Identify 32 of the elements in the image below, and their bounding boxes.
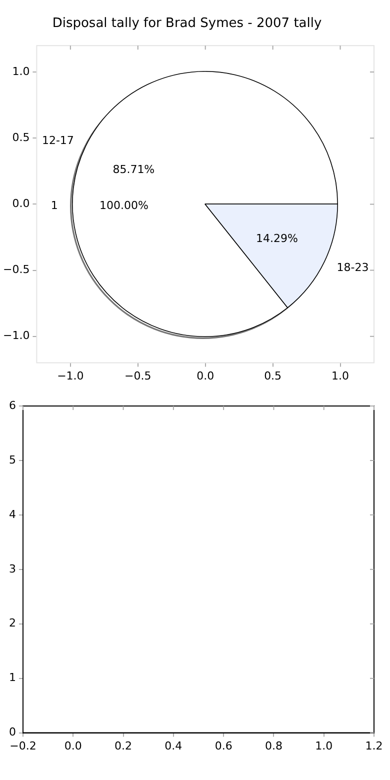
y-tick-label: 4 [9, 508, 16, 521]
y-tick-label: 0.5 [12, 130, 30, 144]
x-tick-label: 0.4 [164, 739, 182, 752]
y-tick-label: 5 [9, 453, 16, 466]
y-tick-label: 1 [9, 671, 16, 684]
y-tick-label: 2 [9, 616, 16, 630]
slice-label: 12-17 [42, 134, 74, 148]
x-tick-label: −0.2 [10, 739, 36, 752]
y-tick-label: 6 [9, 398, 16, 412]
x-tick-label: 1.0 [332, 369, 350, 382]
x-tick-label: 0.0 [64, 739, 82, 752]
x-tick-label: 0.8 [264, 739, 282, 752]
x-tick-label: 0.0 [196, 369, 214, 382]
slice-label: 18-23 [336, 260, 369, 274]
y-tick-label: 0 [9, 726, 16, 739]
slice-label: 1 [50, 199, 58, 214]
x-tick-label: −0.5 [124, 369, 152, 382]
x-tick-label: 0.5 [264, 369, 282, 382]
y-tick-label: 0.0 [12, 197, 30, 210]
data-label: 85.71% [112, 162, 155, 177]
data-label: 100.00% [100, 199, 149, 214]
data-label: 14.29% [256, 232, 298, 246]
x-tick-label: 0.2 [114, 739, 132, 752]
y-tick-label: −1.0 [2, 329, 30, 342]
y-tick-label: 3 [9, 562, 16, 576]
y-tick-label: −0.5 [2, 263, 30, 276]
x-tick-label: 1.0 [315, 739, 333, 752]
y-tick-label: 1.0 [12, 64, 30, 78]
chart-title: Disposal tally for Brad Symes - 2007 tally [52, 16, 322, 32]
x-tick-label: −1.0 [57, 369, 84, 382]
x-tick-label: 1.2 [365, 739, 383, 752]
x-tick-label: 0.6 [214, 739, 232, 752]
